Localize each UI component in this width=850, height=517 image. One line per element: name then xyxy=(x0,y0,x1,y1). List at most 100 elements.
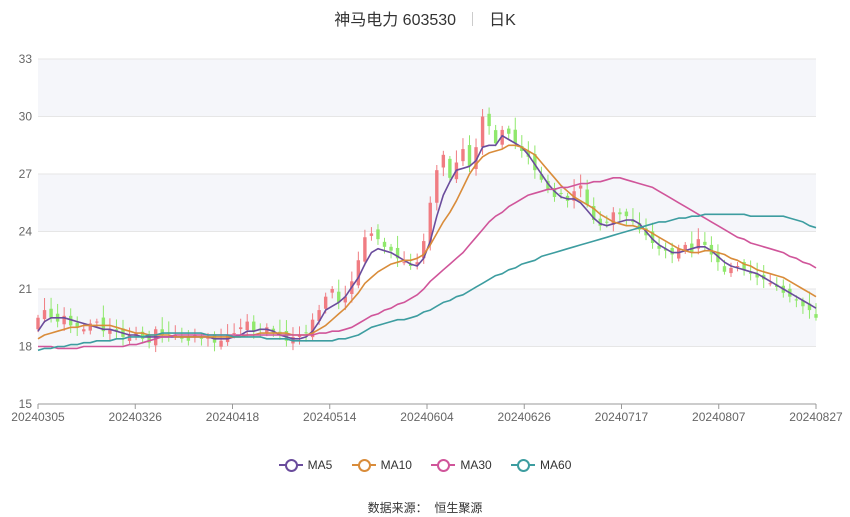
candle-up xyxy=(500,129,504,145)
candle-up xyxy=(696,239,701,249)
data-source: 数据来源： 恒生聚源 xyxy=(0,499,850,516)
legend-label-ma60: MA60 xyxy=(540,458,572,472)
candle-up xyxy=(402,262,406,264)
candle-up xyxy=(245,321,249,331)
candle-up xyxy=(297,335,302,337)
candle-down xyxy=(75,322,79,328)
candle-up xyxy=(480,116,485,148)
candle-down xyxy=(467,145,472,167)
x-tick-label: 20240326 xyxy=(109,410,163,424)
candle-down xyxy=(637,223,642,230)
candle-down xyxy=(539,174,544,180)
title-divider xyxy=(472,12,474,26)
grid-band xyxy=(38,174,816,232)
candle-down xyxy=(382,241,387,247)
candle-up xyxy=(82,329,86,332)
candle-down xyxy=(742,261,746,270)
candle-down xyxy=(703,241,707,245)
candle-up xyxy=(683,244,687,251)
candle-up xyxy=(611,212,616,225)
candle-down xyxy=(101,317,106,332)
candle-down xyxy=(513,129,517,144)
candle-down xyxy=(663,248,668,251)
candle-down xyxy=(337,291,341,303)
y-tick-label: 24 xyxy=(19,225,33,239)
y-tick-label: 27 xyxy=(19,167,33,181)
candle-down xyxy=(389,246,393,251)
candle-down xyxy=(493,130,498,144)
legend: MA5 MA10 MA30 MA60 xyxy=(0,458,850,475)
candle-up xyxy=(474,147,478,170)
candle-up xyxy=(578,185,583,189)
candle-down xyxy=(585,189,589,205)
legend-marker-ma5 xyxy=(278,458,303,472)
candle-down xyxy=(605,221,609,223)
candle-up xyxy=(415,262,419,265)
candle-up xyxy=(108,329,112,334)
x-tick-label: 20240604 xyxy=(400,410,454,424)
candle-up xyxy=(735,266,740,267)
candle-down xyxy=(140,331,145,339)
candle-up xyxy=(343,296,347,303)
legend-label-ma30: MA30 xyxy=(460,458,492,472)
candle-up xyxy=(441,154,446,168)
candle-down xyxy=(631,220,635,222)
candle-down xyxy=(49,308,53,318)
candle-up xyxy=(88,323,93,331)
x-tick-label: 20240626 xyxy=(498,410,552,424)
candle-down xyxy=(252,321,256,332)
candle-down xyxy=(114,329,119,332)
candle-down xyxy=(807,303,812,311)
y-tick-label: 15 xyxy=(19,397,33,411)
source-value: 恒生聚源 xyxy=(434,501,483,515)
candle-up xyxy=(422,241,426,259)
candle-up xyxy=(62,315,66,325)
candle-down xyxy=(284,330,289,341)
legend-item-ma60[interactable]: MA60 xyxy=(511,458,571,472)
candle-down xyxy=(448,158,452,178)
legend-item-ma10[interactable]: MA10 xyxy=(351,458,412,472)
x-tick-label: 20240807 xyxy=(692,410,746,424)
candle-down xyxy=(199,337,204,339)
candle-up xyxy=(173,335,177,338)
x-tick-label: 20240418 xyxy=(206,410,260,424)
candle-up xyxy=(729,267,733,274)
candle-down xyxy=(304,332,308,334)
candle-up xyxy=(317,310,321,322)
candle-down xyxy=(68,315,73,326)
candle-up xyxy=(42,310,47,320)
y-tick-label: 30 xyxy=(19,110,33,124)
candle-down xyxy=(487,113,491,127)
source-label: 数据来源： xyxy=(367,501,428,515)
candle-down xyxy=(814,314,818,318)
candle-down xyxy=(624,211,629,217)
candle-up xyxy=(461,149,465,162)
candle-down xyxy=(507,128,511,134)
candle-up xyxy=(310,319,315,338)
candle-down xyxy=(147,334,151,343)
grid-band xyxy=(38,59,816,117)
chart-title: 神马电力 603530 日K xyxy=(0,6,850,30)
candle-up xyxy=(127,335,132,341)
candle-down xyxy=(376,229,380,240)
candle-up xyxy=(768,283,772,285)
legend-item-ma30[interactable]: MA30 xyxy=(431,458,492,472)
legend-marker-ma60 xyxy=(511,458,536,472)
legend-marker-ma10 xyxy=(351,458,376,472)
stock-name-code: 神马电力 603530 xyxy=(334,12,457,29)
candle-down xyxy=(722,266,727,272)
candle-down xyxy=(160,329,164,335)
candle-up xyxy=(369,233,374,236)
candle-down xyxy=(801,300,805,307)
candle-up xyxy=(330,289,334,293)
candle-up xyxy=(323,296,328,309)
legend-marker-ma30 xyxy=(431,458,456,472)
series-line-ma30 xyxy=(38,177,817,350)
candle-down xyxy=(520,146,524,151)
legend-item-ma5[interactable]: MA5 xyxy=(278,458,332,472)
candle-down xyxy=(709,244,714,255)
candle-up xyxy=(265,327,269,334)
candle-down xyxy=(657,245,661,249)
candle-down xyxy=(592,206,596,220)
candle-up xyxy=(206,336,210,339)
